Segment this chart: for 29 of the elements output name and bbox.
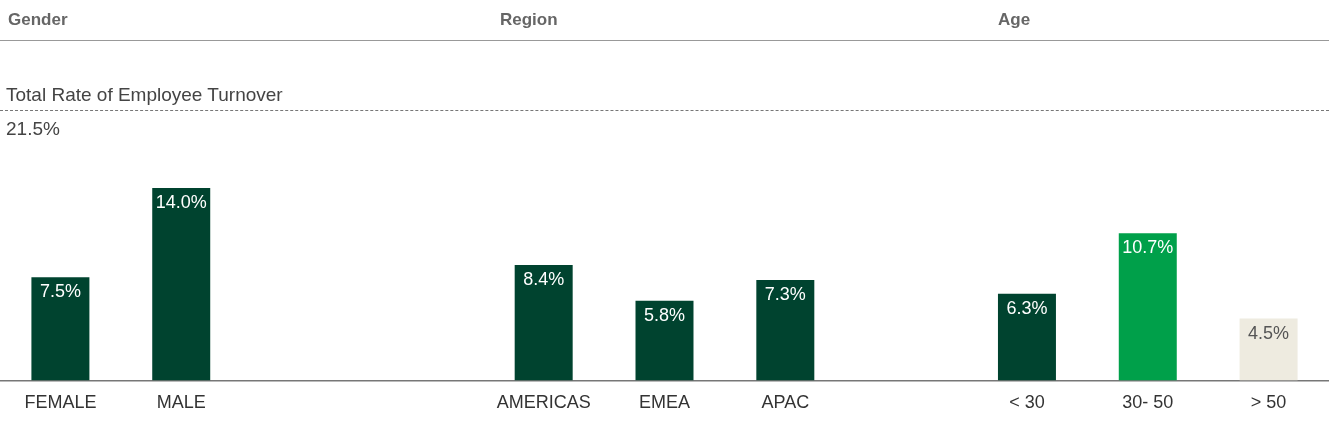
text: Region	[500, 10, 558, 30]
text: Age	[998, 10, 1031, 30]
bar	[1118, 233, 1177, 381]
text: 21.5%	[6, 118, 60, 140]
x-tick-label: 30- 50	[1122, 392, 1174, 413]
x-tick-label: FEMALE	[24, 392, 97, 413]
data-label: 7.5%	[39, 281, 81, 302]
bar	[514, 264, 573, 381]
bar	[635, 300, 694, 381]
data-label: 8.4%	[523, 268, 565, 289]
data-label: 7.3%	[764, 284, 806, 305]
data-label: 4.5%	[1248, 322, 1290, 343]
bar	[152, 188, 211, 381]
data-label: 14.0%	[155, 191, 207, 212]
x-tick-label: AMERICAS	[496, 392, 591, 413]
x-tick-label: EMEA	[638, 392, 691, 413]
x-tick-label: < 30	[1009, 392, 1045, 413]
text: Total Rate of Employee Turnover	[6, 84, 283, 106]
data-label: 6.3%	[1006, 297, 1048, 318]
data-label: 10.7%	[1122, 237, 1174, 258]
text: Gender	[8, 10, 68, 30]
x-tick-label: APAC	[761, 392, 810, 413]
bar	[756, 280, 815, 381]
data-label: 5.8%	[643, 304, 686, 325]
bar	[31, 277, 90, 381]
x-tick-label: > 50	[1250, 392, 1287, 413]
bar	[1239, 318, 1298, 381]
bar	[997, 293, 1056, 381]
x-tick-label: MALE	[156, 392, 206, 413]
